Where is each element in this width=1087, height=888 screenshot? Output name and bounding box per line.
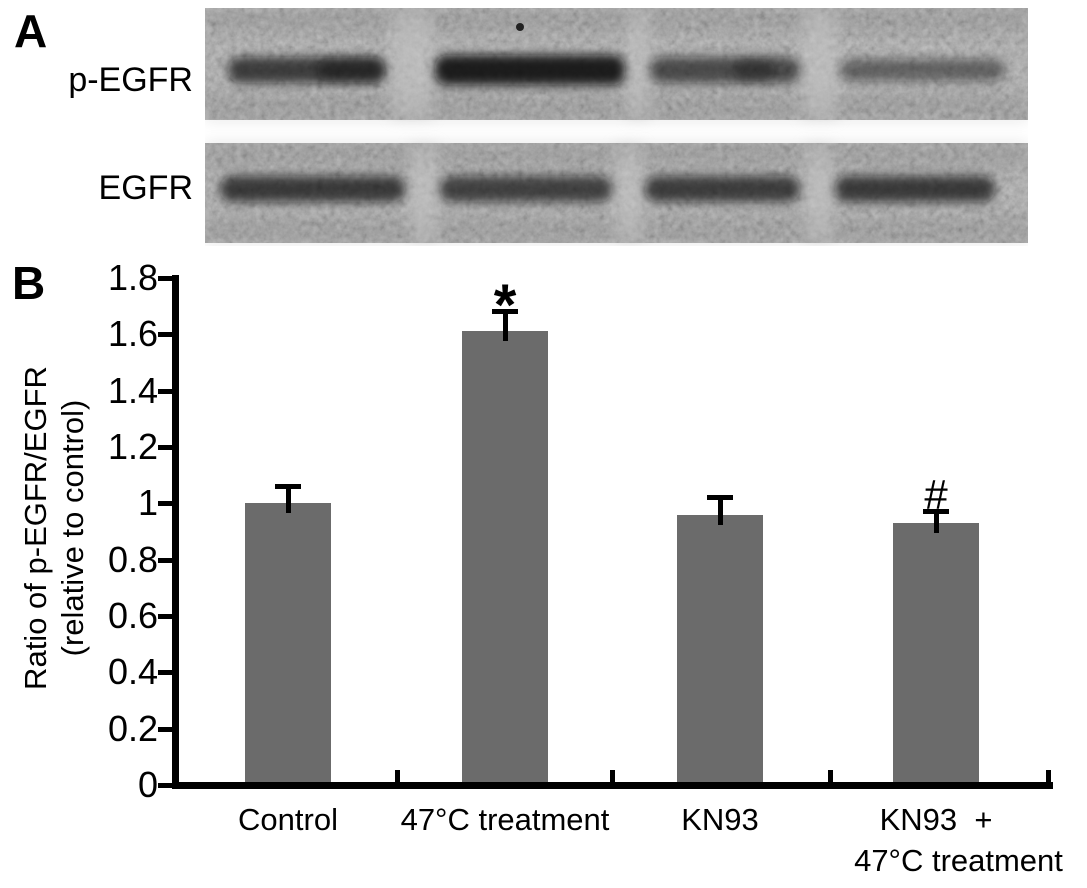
y-axis-tick — [158, 501, 173, 507]
bar-47-c-treatment — [462, 331, 548, 782]
y-tick-label: 1.8 — [107, 256, 158, 298]
error-bar-cap — [923, 508, 949, 514]
western-blot-image — [205, 8, 1028, 243]
bar-kn93 — [677, 514, 763, 782]
blot-band — [840, 59, 1005, 81]
error-bar-stem — [934, 510, 939, 533]
blot-lane-gap — [627, 10, 649, 118]
y-tick-label: 0.4 — [107, 651, 158, 693]
y-axis-tick — [158, 670, 173, 676]
x-category-label: 47°C treatment — [400, 802, 610, 837]
error-bar-cap — [707, 494, 733, 500]
y-axis-tick — [158, 332, 173, 338]
x-axis-tick — [610, 770, 615, 782]
y-axis-tick — [158, 613, 173, 619]
blot-band — [220, 176, 405, 202]
significance-marker: # — [924, 470, 948, 518]
y-axis-tick — [158, 444, 173, 450]
blot-lane-gap — [410, 145, 438, 241]
significance-marker: * — [493, 272, 517, 338]
y-tick-label: 1.6 — [107, 313, 158, 355]
bar-control — [245, 503, 331, 782]
blot-band — [645, 176, 800, 202]
panel-a-label: A — [14, 5, 48, 57]
x-category-label: KN93 +47°C treatment — [854, 802, 1063, 878]
error-bar-cap — [275, 483, 301, 489]
blot-row-label-p-egfr: p-EGFR — [68, 61, 193, 99]
y-tick-label: 0.6 — [107, 594, 158, 636]
y-tick-label: 0.2 — [107, 707, 158, 749]
error-bar-cap — [492, 308, 518, 314]
x-category-label: KN93 — [681, 802, 759, 837]
y-tick-label: 0 — [137, 764, 158, 805]
blot-band — [440, 176, 612, 202]
x-category-label: Control — [238, 802, 338, 837]
y-axis-tick — [158, 275, 173, 281]
y-tick-label: 1 — [137, 482, 158, 524]
blot-band — [435, 55, 625, 85]
x-axis-tick — [1046, 770, 1051, 782]
y-tick-label: 1.2 — [107, 425, 158, 467]
y-tick-label: 1.4 — [107, 369, 158, 411]
x-axis-tick — [828, 770, 833, 782]
blot-band — [317, 59, 385, 81]
x-axis-line — [172, 782, 1053, 789]
blot-row-label-egfr: EGFR — [98, 169, 193, 207]
blot-band — [835, 176, 995, 202]
bar-kn93-47-c-treatment — [893, 523, 979, 782]
blot-speck — [516, 23, 524, 31]
error-bar-stem — [718, 496, 723, 525]
blot-lane-gap — [802, 10, 838, 118]
y-axis-line — [172, 275, 179, 788]
blot-lane-gap — [615, 145, 643, 241]
x-axis-tick — [395, 770, 400, 782]
error-bar-stem — [503, 310, 508, 342]
blot-lane-gap — [392, 10, 432, 118]
panel-b-label: B — [12, 257, 46, 309]
y-axis-tick — [158, 557, 173, 563]
blot-band — [733, 60, 775, 80]
blot-lane-gap — [805, 145, 833, 241]
y-axis-tick — [158, 783, 173, 788]
error-bar-stem — [286, 485, 291, 514]
y-axis-tick — [158, 388, 173, 394]
y-tick-label: 0.8 — [107, 538, 158, 580]
y-axis-tick — [158, 726, 173, 732]
